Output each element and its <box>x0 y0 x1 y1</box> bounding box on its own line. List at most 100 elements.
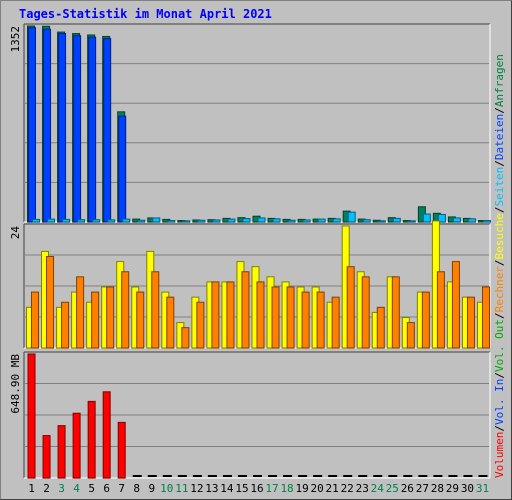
bar-seiten-day-28 <box>437 213 446 223</box>
bar-rechner-day-27 <box>421 291 430 349</box>
bar-volumen-day-27 <box>418 475 428 477</box>
bar-volumen-day-14 <box>222 475 232 477</box>
legend-separator: / <box>493 206 506 213</box>
bar-seiten-day-2 <box>47 218 56 223</box>
x-tick-label-day-15: 15 <box>235 482 248 495</box>
bar-volumen-day-15 <box>237 475 247 477</box>
bar-rechner-day-24 <box>376 306 385 349</box>
bar-seiten-day-1 <box>32 218 41 223</box>
bar-seiten-day-30 <box>467 218 476 223</box>
legend-item-vol-in: Vol. In <box>493 379 506 425</box>
bar-volumen-day-9 <box>147 475 157 477</box>
bar-volumen-day-18 <box>283 475 293 477</box>
bar-seiten-day-27 <box>422 213 431 223</box>
bar-volumen-day-29 <box>448 475 458 477</box>
x-tick-label-day-13: 13 <box>205 482 218 495</box>
legend-item-vol-out: Vol. Out <box>493 319 506 372</box>
bar-volumen-day-10 <box>162 475 172 477</box>
bar-seiten-day-7 <box>122 218 131 223</box>
y-max-label: 648.90 MB <box>9 354 22 414</box>
x-tick-label-day-23: 23 <box>356 482 369 495</box>
legend-separator: / <box>493 372 506 379</box>
bar-volumen-day-23 <box>358 475 368 477</box>
bar-rechner-day-19 <box>301 291 310 349</box>
bar-seiten-day-15 <box>242 218 251 223</box>
legend-item-anfragen: Anfragen <box>493 54 506 107</box>
x-tick-label-day-20: 20 <box>311 482 324 495</box>
bar-volumen-day-20 <box>313 475 323 477</box>
bar-dateien-day-7 <box>118 115 127 223</box>
x-tick-label-day-5: 5 <box>88 482 95 495</box>
x-tick-label-day-18: 18 <box>280 482 293 495</box>
bar-volumen-day-5 <box>87 400 96 479</box>
bar-volumen-day-24 <box>373 475 383 477</box>
x-tick-label-day-26: 26 <box>401 482 414 495</box>
bar-volumen-day-4 <box>72 412 81 479</box>
bar-rechner-day-29 <box>451 261 460 349</box>
bar-rechner-day-28 <box>436 271 445 349</box>
bar-volumen-day-6 <box>102 391 111 479</box>
x-tick-label-day-9: 9 <box>148 482 155 495</box>
bar-volumen-day-25 <box>388 475 398 477</box>
bar-seiten-day-23 <box>362 219 371 223</box>
bar-volumen-day-13 <box>207 475 217 477</box>
x-tick-label-day-28: 28 <box>431 482 444 495</box>
x-tick-label-day-10: 10 <box>160 482 173 495</box>
bar-rechner-day-3 <box>61 301 70 349</box>
x-tick-label-day-16: 16 <box>250 482 263 495</box>
legend-item-dateien: Dateien <box>493 114 506 160</box>
bar-seiten-day-26 <box>407 220 416 223</box>
bar-rechner-day-16 <box>256 281 265 349</box>
bar-rechner-day-9 <box>151 271 160 349</box>
legend-item-seiten: Seiten <box>493 167 506 207</box>
bar-volumen-day-11 <box>177 475 187 477</box>
legend-item-rechner: Rechner <box>493 266 506 313</box>
bar-seiten-day-20 <box>317 218 326 223</box>
bar-seiten-day-11 <box>182 220 191 223</box>
bar-rechner-day-2 <box>46 256 55 349</box>
x-tick-label-day-2: 2 <box>43 482 50 495</box>
bar-rechner-day-31 <box>481 286 490 349</box>
bar-volumen-day-22 <box>343 475 353 477</box>
legend-item-besuche: Besuche <box>493 213 506 259</box>
x-tick-label-day-6: 6 <box>103 482 110 495</box>
bar-rechner-day-22 <box>346 266 355 349</box>
bar-rechner-day-12 <box>196 301 205 349</box>
bar-volumen-day-17 <box>268 475 278 477</box>
legend-separator: / <box>493 107 506 114</box>
bar-volumen-day-7 <box>117 421 126 479</box>
x-tick-label-day-8: 8 <box>133 482 140 495</box>
bar-dateien-day-5 <box>88 36 97 223</box>
bar-rechner-day-21 <box>331 296 340 349</box>
bar-volumen-day-3 <box>57 425 66 479</box>
bar-rechner-day-10 <box>166 296 175 349</box>
bar-seiten-day-6 <box>107 219 116 223</box>
legend-item-volumen: Volumen <box>493 432 506 478</box>
bar-rechner-day-7 <box>121 271 130 349</box>
bar-dateien-day-4 <box>73 35 82 223</box>
bar-rechner-day-5 <box>91 291 100 349</box>
x-tick-label-day-3: 3 <box>58 482 65 495</box>
x-tick-label-day-12: 12 <box>190 482 203 495</box>
chart-title: Tages-Statistik im Monat April 2021 <box>19 7 272 21</box>
bar-rechner-day-20 <box>316 291 325 349</box>
legend-separator: / <box>493 259 506 266</box>
bar-seiten-day-22 <box>347 211 356 223</box>
bar-rechner-day-18 <box>286 286 295 349</box>
legend-separator: / <box>493 160 506 167</box>
bar-seiten-day-21 <box>332 218 341 223</box>
series-legend: Volumen/Vol. In/Vol. Out/Rechner/Besuche… <box>493 54 506 478</box>
bar-seiten-day-25 <box>392 217 401 223</box>
panel-1-background <box>24 24 490 222</box>
x-tick-label-day-24: 24 <box>371 482 385 495</box>
bar-rechner-day-14 <box>226 281 235 349</box>
bar-seiten-day-5 <box>92 219 101 223</box>
bar-dateien-day-2 <box>43 28 52 223</box>
x-tick-label-day-11: 11 <box>175 482 188 495</box>
bar-volumen-day-1 <box>27 353 36 479</box>
bar-dateien-day-6 <box>103 38 112 223</box>
bar-volumen-day-2 <box>42 435 51 479</box>
bar-seiten-day-3 <box>62 218 71 223</box>
bar-rechner-day-17 <box>271 286 280 349</box>
legend-separator: / <box>493 312 506 319</box>
